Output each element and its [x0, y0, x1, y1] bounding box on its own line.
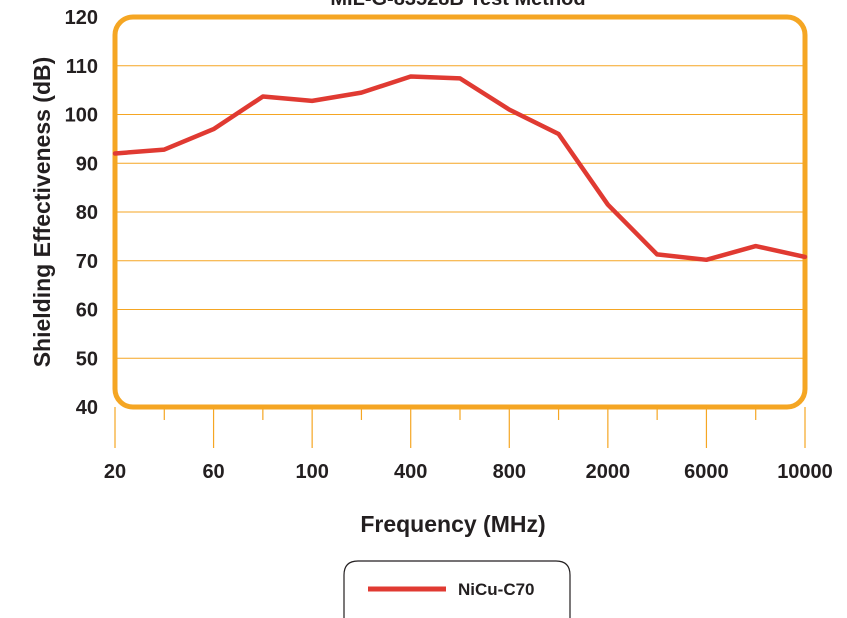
y-tick-label: 90 [76, 153, 98, 175]
legend-label-nicu-c70: NiCu-C70 [458, 580, 535, 599]
y-tick-label: 70 [76, 251, 98, 273]
series-group [112, 74, 808, 263]
x-tick-label: 100 [295, 461, 328, 483]
x-axis-title: Frequency (MHz) [360, 511, 545, 537]
x-tick-label: 10000 [777, 461, 833, 483]
x-tick-label: 400 [394, 461, 427, 483]
x-tick-marks [114, 407, 806, 448]
chart-title: MIL-G-83528B Test Method [330, 0, 585, 10]
legend: NiCu-C70 [343, 560, 571, 618]
y-tick-label: 80 [76, 202, 98, 224]
y-tick-label: 100 [65, 105, 98, 127]
x-tick-label: 800 [493, 461, 526, 483]
y-tick-label: 110 [66, 56, 98, 78]
x-tick-label: 20 [104, 461, 126, 483]
y-axis-title: Shielding Effectiveness (dB) [29, 57, 55, 368]
y-tick-label: 60 [76, 300, 98, 322]
x-tick-label: 2000 [586, 461, 631, 483]
y-tick-label: 40 [76, 397, 98, 419]
legend-box [343, 560, 571, 618]
y-tick-label: 50 [76, 348, 98, 370]
x-tick-labels: 20 60 100 400 800 2000 6000 10000 [104, 461, 833, 483]
x-tick-label: 6000 [684, 461, 729, 483]
y-tick-labels: 40 50 60 70 80 90 100 110 120 [65, 7, 98, 419]
y-tick-label: 120 [65, 7, 98, 29]
gridlines [115, 65, 805, 359]
series-line-nicu-c70 [112, 74, 808, 263]
x-tick-label: 60 [202, 461, 224, 483]
